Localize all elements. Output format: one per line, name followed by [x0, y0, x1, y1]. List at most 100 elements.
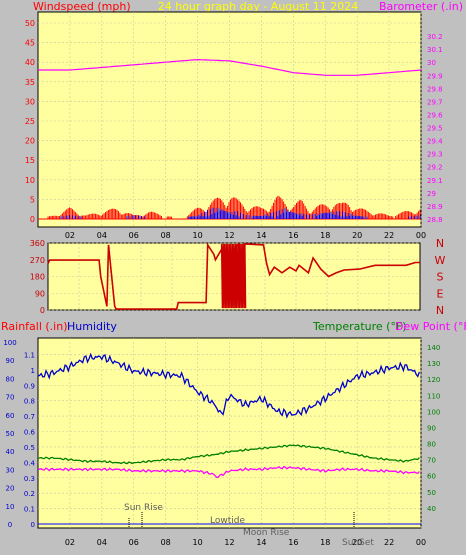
wind-x-tick-label: 16: [288, 231, 298, 240]
temperature-y-tick-label: 110: [427, 392, 440, 400]
rainfall-title: Rainfall (.in): [1, 320, 68, 333]
wind-x-tick-label: 00: [416, 231, 426, 240]
windspeed-title: Windspeed (mph): [33, 0, 131, 13]
temperature-x-tick-label: 10: [192, 538, 202, 547]
wind-y-tick-label: 0: [30, 215, 35, 224]
rainfall-y-tick-label: 1: [31, 367, 35, 375]
dewpoint-title: Dew Point (°F): [395, 320, 466, 333]
barometer-title: Barometer (.in): [379, 0, 463, 13]
rainfall-y-tick-label: 0.6: [24, 429, 36, 437]
rainfall-y-tick-label: 0.2: [24, 490, 35, 498]
humidity-line: [37, 352, 421, 419]
direction-line: [47, 242, 420, 310]
temperature-y-tick-label: 100: [427, 408, 440, 416]
direction-letter: E: [437, 287, 444, 300]
wind-panel: [37, 11, 422, 228]
sun-rise-label: Sun Rise: [124, 503, 163, 513]
humidity-y-tick-label: 60: [6, 412, 15, 420]
barometer-y-tick-label: 28.9: [427, 203, 443, 211]
barometer-y-tick-label: 29.2: [427, 164, 443, 172]
wind-x-tick-label: 06: [129, 231, 139, 240]
wind-x-tick-label: 12: [224, 231, 234, 240]
barometer-y-tick-label: 29.7: [427, 98, 443, 106]
direction-series: [47, 242, 420, 310]
rainfall-y-tick-label: 1.1: [24, 351, 35, 359]
temperature-x-tick-label: 20: [352, 538, 362, 547]
direction-letter: N: [436, 304, 444, 317]
wind-y-tick-label: 30: [25, 97, 35, 106]
direction-y-tick-label: 0: [40, 306, 45, 315]
direction-letter: N: [436, 237, 444, 250]
temperature-line: [38, 444, 420, 465]
barometer-y-tick-label: 29.8: [427, 85, 443, 93]
barometer-y-tick-label: 29.6: [427, 111, 443, 119]
temperature-y-tick-label: 70: [427, 457, 436, 465]
temperature-x-tick-label: 22: [384, 538, 394, 547]
temperature-y-tick-label: 90: [427, 424, 436, 432]
temperature-x-tick-label: 00: [416, 538, 426, 547]
sun-set-label: SunSet: [342, 538, 374, 548]
direction-letter: W: [435, 254, 446, 267]
temperature-x-tick-label: 12: [224, 538, 234, 547]
rainfall-y-tick-label: 0.4: [24, 459, 36, 467]
temperature-series: [37, 352, 421, 525]
temperature-x-tick-label: 02: [65, 538, 75, 547]
barometer-y-tick-label: 30.2: [427, 33, 443, 41]
temperature-x-tick-label: 08: [161, 538, 171, 547]
barometer-y-tick-label: 29.3: [427, 151, 443, 159]
moon-rise-label: Moon Rise: [243, 528, 290, 538]
direction-oscillation: [220, 243, 247, 309]
rainfall-y-tick-label: 0.3: [24, 475, 35, 483]
humidity-y-tick-label: 70: [6, 394, 15, 402]
direction-y-tick-label: 90: [35, 289, 45, 298]
wind-x-tick-label: 22: [384, 231, 394, 240]
direction-letter: S: [437, 271, 444, 284]
wind-axes: 0 5 10 15 20 25 30 35 40 45 50 28.8 28.9 29 29.1 29.2 29…: [25, 19, 443, 240]
temperature-x-tick-label: 04: [97, 538, 107, 547]
humidity-y-tick-label: 90: [6, 357, 15, 365]
wind-y-tick-label: 5: [30, 195, 35, 204]
barometer-y-tick-label: 30: [427, 59, 436, 67]
barometer-y-tick-label: 29.4: [427, 138, 443, 146]
wind-x-tick-label: 14: [256, 231, 266, 240]
temperature-axes: 00.10.20.30.40.50.60.70.80.911.110090807…: [3, 339, 440, 547]
wind-y-tick-label: 20: [25, 137, 35, 146]
direction-y-tick-label: 180: [30, 273, 45, 282]
wind-x-tick-label: 02: [65, 231, 75, 240]
wind-x-tick-label: 18: [320, 231, 330, 240]
barometer-line: [38, 58, 422, 76]
dewpoint-line: [37, 465, 420, 479]
direction-y-tick-label: 270: [30, 256, 45, 265]
temperature-y-tick-label: 40: [427, 505, 436, 513]
temperature-x-tick-label: 16: [288, 538, 298, 547]
temperature-x-tick-label: 06: [129, 538, 139, 547]
temperature-y-tick-label: 60: [427, 473, 436, 481]
wind-y-tick-label: 15: [25, 156, 35, 165]
wind-x-tick-label: 08: [161, 231, 171, 240]
graph-title: 24 hour graph day - August 11 2024: [158, 0, 359, 13]
wind-series: [38, 58, 422, 220]
humidity-y-tick-label: 50: [6, 430, 15, 438]
barometer-y-tick-label: 29: [427, 190, 436, 198]
rainfall-y-tick-label: 0: [31, 521, 35, 529]
rainfall-y-tick-label: 0.8: [24, 398, 35, 406]
rainfall-y-tick-label: 0.1: [24, 506, 35, 514]
humidity-y-tick-label: 80: [6, 375, 15, 383]
temperature-x-tick-label: 18: [320, 538, 330, 547]
wind-x-tick-label: 20: [352, 231, 362, 240]
temperature-y-tick-label: 80: [427, 441, 436, 449]
humidity-y-tick-label: 30: [6, 466, 15, 474]
temperature-y-tick-label: 120: [427, 376, 440, 384]
direction-y-tick-label: 360: [30, 239, 45, 248]
temperature-panel: [37, 337, 422, 529]
wind-x-tick-label: 04: [97, 231, 107, 240]
wind-y-tick-label: 35: [25, 78, 35, 87]
barometer-y-tick-label: 29.9: [427, 72, 443, 80]
barometer-y-tick-label: 29.1: [427, 177, 443, 185]
humidity-y-tick-label: 40: [6, 448, 15, 456]
humidity-y-tick-label: 10: [6, 503, 15, 511]
rainfall-y-tick-label: 0.7: [24, 413, 35, 421]
wind-x-tick-label: 10: [192, 231, 202, 240]
wind-y-tick-label: 10: [25, 176, 35, 185]
